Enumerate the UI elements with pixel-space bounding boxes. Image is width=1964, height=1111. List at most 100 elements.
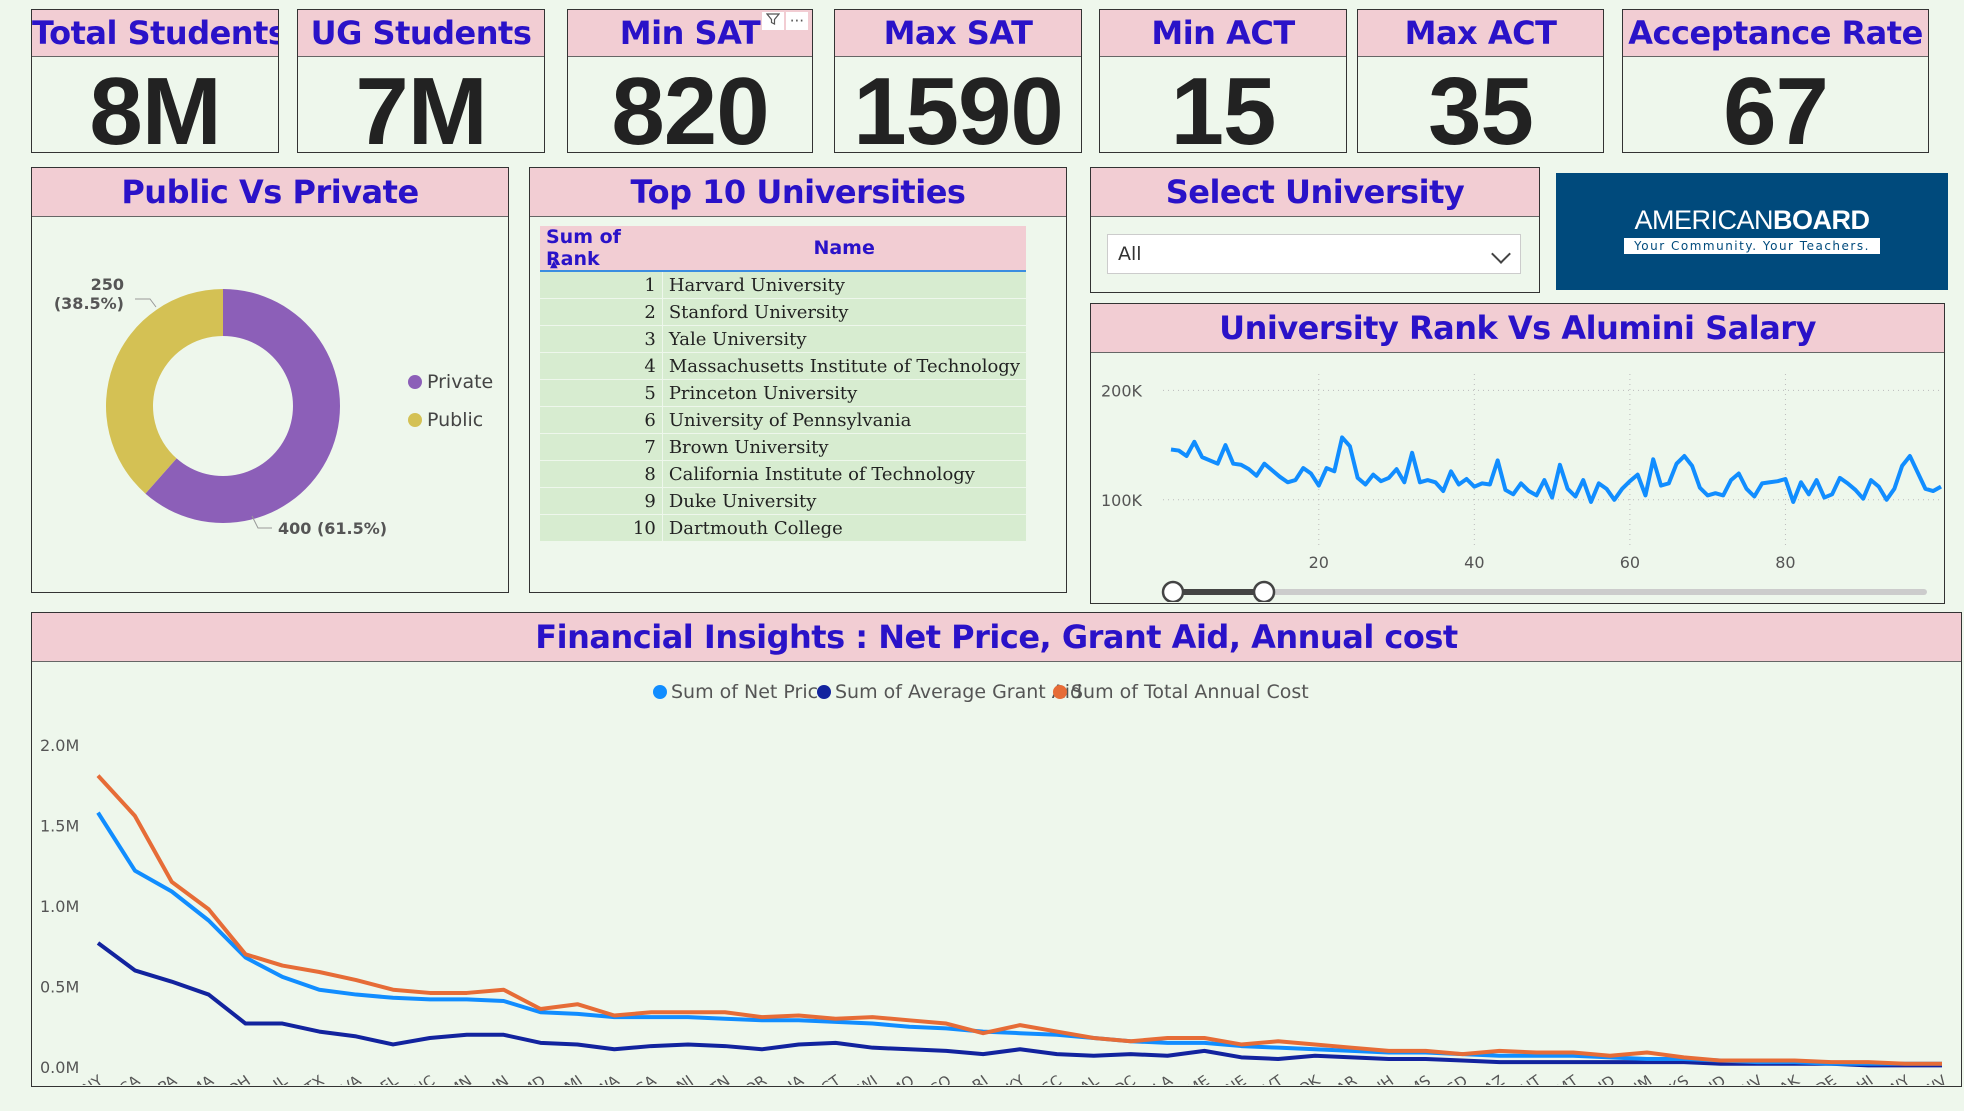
university-dropdown[interactable]: All (1107, 234, 1521, 274)
name-cell: Stanford University (662, 298, 1026, 326)
kpi-card-min-sat[interactable]: Min SAT ··· 820 (567, 9, 813, 160)
table-row[interactable]: 9 Duke University (540, 487, 1026, 515)
x-tick-label: NV (1738, 1071, 1767, 1085)
panel-title: Public Vs Private (32, 168, 508, 217)
x-tick-label: 80 (1775, 553, 1795, 572)
x-tick-label: AZ (1481, 1072, 1508, 1085)
x-tick-label: ND (1700, 1072, 1729, 1085)
legend-marker-net-price (653, 685, 667, 699)
y-tick-label: 1.0M (40, 897, 79, 916)
salary-series-line[interactable] (1170, 435, 1942, 504)
x-tick-label: 20 (1309, 553, 1329, 572)
kpi-value: 15 (1170, 58, 1277, 165)
x-tick-label: SC (1038, 1072, 1065, 1085)
select-university-slicer[interactable]: Select University All (1090, 167, 1540, 293)
x-tick-label: NJ (673, 1072, 696, 1085)
public-private-panel[interactable]: Public Vs Private 250 (38.5%) 400 (61.5%) P… (31, 167, 509, 593)
x-tick-label: OR (742, 1072, 771, 1085)
series-line-net-price[interactable] (96, 811, 1942, 1066)
legend-label-average-grant-aid[interactable]: Sum of Average Grant Aid (835, 681, 1082, 703)
kpi-card-max-sat[interactable]: Max SAT 1590 (834, 9, 1082, 160)
rank-cell: 3 (540, 325, 663, 353)
x-tick-label: IL (270, 1071, 291, 1085)
legend-marker-public (408, 413, 422, 427)
kpi-title: Min ACT (1100, 10, 1346, 57)
legend-label-public[interactable]: Public (427, 409, 483, 431)
kpi-card-ug-students[interactable]: UG Students 7M (297, 9, 545, 160)
series-line-average-grant-aid[interactable] (96, 941, 1942, 1068)
panel-title: Top 10 Universities (530, 168, 1066, 217)
rank-salary-panel[interactable]: University Rank Vs Alumini Salary 200K 10… (1090, 303, 1945, 604)
table-row[interactable]: 2 Stanford University (540, 298, 1026, 326)
x-tick-label: HI (1853, 1072, 1876, 1085)
table-row[interactable]: 8 California Institute of Technology (540, 460, 1026, 488)
name-cell: Harvard University (662, 271, 1026, 299)
x-tick-label: MD (518, 1072, 548, 1085)
kpi-title: Max SAT (835, 10, 1081, 57)
x-tick-label: IN (489, 1072, 512, 1085)
rank-cell: 1 (540, 271, 663, 299)
more-options-icon[interactable]: ··· (785, 12, 808, 30)
x-tick-label: WY (1883, 1071, 1914, 1085)
donut-slice-private[interactable] (145, 289, 340, 523)
x-tick-label: NY (79, 1071, 107, 1085)
table-row[interactable]: 10 Dartmouth College (540, 514, 1026, 542)
table-row[interactable]: 7 Brown University (540, 433, 1026, 461)
rank-cell: 4 (540, 352, 663, 380)
kpi-card-min-act[interactable]: Min ACT 15 (1099, 9, 1347, 160)
kpi-card-max-act[interactable]: Max ACT 35 (1357, 9, 1604, 160)
kpi-value: 35 (1428, 58, 1534, 165)
x-tick-label: KY (1003, 1071, 1029, 1085)
x-tick-label: NC (410, 1072, 438, 1085)
label-leader-line (135, 298, 157, 308)
name-cell: Dartmouth College (662, 514, 1026, 542)
legend-label-total-annual-cost[interactable]: Sum of Total Annual Cost (1071, 681, 1309, 703)
label-leader-line (251, 515, 272, 529)
panel-title: University Rank Vs Alumini Salary (1091, 304, 1944, 353)
rank-salary-chart[interactable]: 200K 100K 20 40 60 80 (1091, 354, 1942, 602)
column-header-rank[interactable]: Sum of Rank ▲ (540, 226, 663, 272)
x-tick-label: ID (1595, 1072, 1618, 1085)
x-tick-label: UT (1518, 1071, 1546, 1085)
donut-slice-public[interactable] (106, 289, 223, 494)
x-tick-label: CA (116, 1071, 144, 1085)
table-row[interactable]: 4 Massachusetts Institute of Technology (540, 352, 1026, 380)
rank-cell: 8 (540, 460, 663, 488)
table-row[interactable]: 6 University of Pennsylvania (540, 406, 1026, 434)
column-header-name[interactable]: Name (662, 226, 1026, 272)
x-tick-label: MS (1405, 1072, 1434, 1085)
kpi-title: UG Students (298, 10, 544, 57)
donut-chart[interactable]: 250(38.5%) 400 (61.5%) Private Public (32, 218, 506, 592)
kpi-title: Acceptance Rate (1623, 10, 1928, 57)
x-tick-label: MI (561, 1072, 586, 1085)
logo-wordmark: AMERICANBOARD (1556, 205, 1948, 236)
financial-insights-panel[interactable]: Financial Insights : Net Price, Grant Ai… (31, 612, 1962, 1087)
x-tick-label: SD (1443, 1072, 1471, 1085)
zoom-slider-handle-end[interactable] (1252, 580, 1276, 602)
x-tick-label: RI (969, 1072, 991, 1085)
y-tick-label: 1.5M (40, 817, 79, 836)
kpi-card-acceptance-rate[interactable]: Acceptance Rate 67 (1622, 9, 1929, 160)
legend-label-private[interactable]: Private (427, 371, 493, 393)
x-tick-label: MO (887, 1072, 918, 1085)
table-row[interactable]: 5 Princeton University (540, 379, 1026, 407)
kpi-card-total-students[interactable]: Total Students 8M (31, 9, 279, 160)
x-tick-label: MT (1553, 1071, 1582, 1085)
table-row[interactable]: 1 Harvard University (540, 271, 1026, 299)
x-tick-label: FL (377, 1071, 402, 1085)
zoom-slider-handle-start[interactable] (1161, 580, 1185, 602)
visual-header: ··· (760, 12, 808, 30)
kpi-title: Max ACT (1358, 10, 1603, 57)
x-tick-label: 60 (1620, 553, 1640, 572)
series-line-total-annual-cost[interactable] (96, 774, 1942, 1066)
x-tick-label: KS (1666, 1072, 1692, 1085)
x-tick-label: CT (817, 1071, 844, 1085)
table-row[interactable]: 3 Yale University (540, 325, 1026, 353)
x-tick-label: DC (1111, 1072, 1139, 1085)
kpi-value: 820 (611, 58, 769, 165)
logo-tagline: Your Community. Your Teachers. (1624, 238, 1880, 254)
filter-icon[interactable] (761, 12, 784, 30)
legend-label-net-price[interactable]: Sum of Net Price (671, 681, 830, 703)
